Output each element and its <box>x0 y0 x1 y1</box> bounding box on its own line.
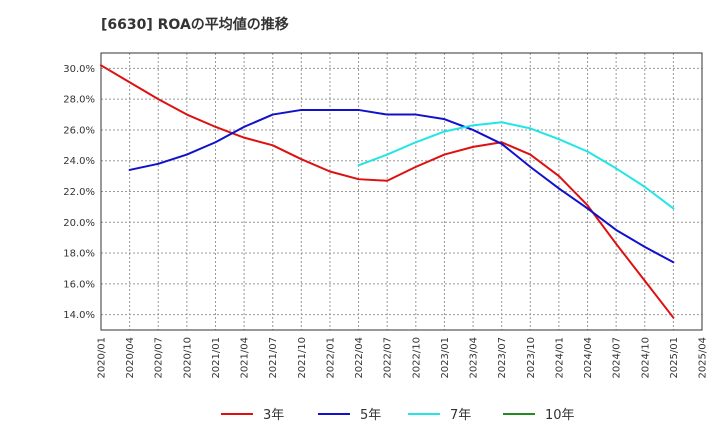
x-tick-label: 2024/01 <box>554 337 565 379</box>
legend-label-4: 10年 <box>545 408 575 423</box>
y-tick-label: 14.0% <box>63 310 95 321</box>
x-tick-label: 2022/04 <box>354 337 365 379</box>
x-tick-label: 2024/10 <box>640 337 651 379</box>
grid-layer <box>101 53 702 330</box>
x-tick-label: 2021/04 <box>240 337 251 379</box>
x-tick-label: 2022/07 <box>383 337 394 379</box>
chart-title: [6630] ROAの平均値の推移 <box>101 17 289 33</box>
series-line-3 <box>357 121 675 210</box>
plot-area-border <box>100 52 703 331</box>
series-line-2 <box>128 108 675 264</box>
y-tick-label: 30.0% <box>63 64 95 75</box>
x-tick-label: 2022/10 <box>411 337 422 379</box>
x-tick-label: 2023/10 <box>526 337 537 379</box>
x-tick-label: 2023/07 <box>497 337 508 379</box>
y-tick-label: 22.0% <box>63 187 95 198</box>
axis-labels: 14.0% 16.0% 18.0% 20.0% 22.0% 24.0% 26.0% 28.0%… <box>63 64 708 379</box>
x-tick-label: 2024/07 <box>612 337 623 379</box>
x-tick-label: 2023/01 <box>440 337 451 379</box>
y-tick-label: 28.0% <box>63 95 95 106</box>
x-tick-label: 2021/07 <box>268 337 279 379</box>
x-tick-label: 2020/04 <box>125 337 136 379</box>
legend-label-3: 7年 <box>450 408 471 423</box>
x-tick-label: 2021/10 <box>297 337 308 379</box>
x-tick-label: 2020/10 <box>182 337 193 379</box>
x-tick-label: 2020/01 <box>97 337 108 379</box>
x-tick-label: 2021/01 <box>211 337 222 379</box>
legend-label-2: 5年 <box>360 408 381 423</box>
legend-label-1: 3年 <box>263 408 284 423</box>
series-line-1 <box>100 64 675 319</box>
x-tick-label: 2025/01 <box>669 337 680 379</box>
x-tick-label: 2023/04 <box>469 337 480 379</box>
x-tick-label: 2020/07 <box>154 337 165 379</box>
x-tick-label: 2025/04 <box>698 337 709 379</box>
x-tick-label: 2022/01 <box>325 337 336 379</box>
x-tick-label: 2024/04 <box>583 337 594 379</box>
y-tick-label: 20.0% <box>63 218 95 229</box>
legend: 3年 5年 7年 10年 <box>221 408 575 423</box>
y-tick-label: 18.0% <box>63 249 95 260</box>
y-tick-label: 24.0% <box>63 156 95 167</box>
y-tick-label: 16.0% <box>63 279 95 290</box>
series-layer <box>100 64 675 319</box>
y-tick-label: 26.0% <box>63 125 95 136</box>
